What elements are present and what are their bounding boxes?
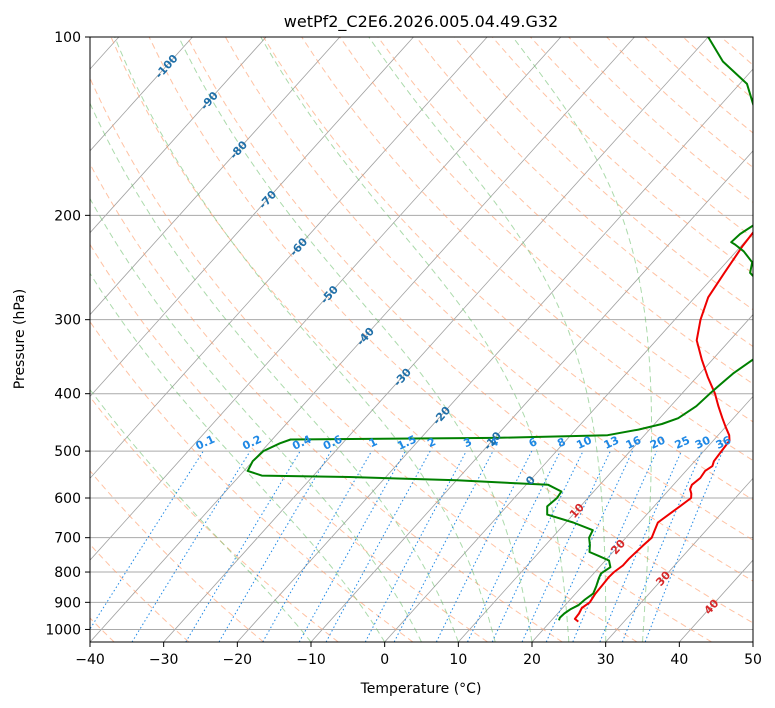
x-tick-label: 20 — [523, 652, 541, 668]
y-tick-label: 400 — [54, 387, 81, 403]
mixing-ratio-label: 10 — [574, 433, 594, 451]
isotherm-line — [458, 313, 753, 642]
dry-adiabat-line — [90, 243, 488, 642]
mixing-ratio-line — [298, 450, 406, 642]
isotherm-line — [90, 37, 488, 479]
y-tick-label: 300 — [54, 313, 81, 329]
dewpoint-profile-line — [246, 37, 753, 621]
isotherm-line — [90, 37, 193, 152]
line-labels: 0.1 0.2 0.4 0.6 1 1.5 2 3 4 6 8 10 13 16 20 25 30 36-100-… — [153, 52, 734, 617]
y-axis-ticks: 100 200 300 400 500 600 700 800 900 1000 — [45, 30, 90, 638]
isotherm-line — [237, 68, 753, 642]
y-tick-label: 900 — [54, 595, 81, 611]
dry-adiabat-line — [90, 396, 339, 642]
y-tick-label: 500 — [54, 444, 81, 460]
mixing-ratio-line — [364, 450, 467, 642]
dry-adiabat-line — [90, 162, 563, 642]
mixing-ratio-label: 25 — [673, 434, 692, 452]
dry-adiabat-line — [148, 37, 753, 624]
mixing-ratio-line — [435, 450, 533, 642]
x-tick-label: −10 — [296, 652, 326, 668]
mixing-ratio-line — [325, 450, 431, 642]
moist-adiabat-line — [368, 37, 607, 642]
y-tick-label: 100 — [54, 30, 81, 46]
mixing-ratio-line — [131, 450, 251, 642]
dry-adiabat-line — [90, 543, 190, 642]
x-tick-label: −40 — [75, 652, 105, 668]
isotherm-line — [90, 37, 562, 561]
isotherm-line — [90, 37, 341, 316]
temperature-profile-line — [573, 230, 753, 623]
mixing-ratio-line — [599, 450, 682, 642]
y-tick-label: 600 — [54, 491, 81, 507]
plot-frame — [89, 36, 754, 643]
moist-adiabats — [90, 37, 653, 642]
sounding-series — [246, 37, 753, 623]
moist-adiabat-line — [178, 37, 533, 642]
moist-adiabat-line — [512, 37, 653, 642]
mixing-ratio-line — [90, 450, 204, 630]
x-tick-label: 0 — [380, 652, 389, 668]
x-tick-label: −20 — [223, 652, 253, 668]
isotherm-line — [310, 150, 753, 642]
mixing-ratio-line — [621, 450, 703, 642]
mixing-ratio-line — [572, 450, 658, 642]
chart-title: wetPf2_C2E6.2026.005.04.49.G32 — [284, 12, 558, 32]
isotherm-line — [90, 37, 267, 234]
dry-adiabats — [90, 37, 753, 642]
mixing-ratio-label: 30 — [693, 433, 713, 451]
x-tick-label: 40 — [670, 652, 688, 668]
plot-area: 0.1 0.2 0.4 0.6 1 1.5 2 3 4 6 8 10 13 16 20 25 30 36-100-… — [90, 37, 753, 642]
y-axis-label: Pressure (hPa) — [12, 289, 28, 389]
mixing-ratio-label: 36 — [714, 433, 734, 451]
moist-adiabat-line — [90, 388, 312, 642]
dry-adiabat-line — [110, 37, 712, 642]
dry-adiabat-line — [90, 470, 264, 642]
isotherm-line — [605, 477, 753, 642]
isotherm-line — [384, 232, 753, 642]
y-tick-label: 700 — [54, 531, 81, 547]
x-tick-label: 30 — [597, 652, 615, 668]
isotherm-line — [90, 37, 414, 398]
isotherm-line — [531, 395, 753, 642]
dry-adiabat-line — [415, 37, 753, 348]
mixing-ratio-label: 13 — [602, 434, 621, 452]
mixing-ratio-line — [545, 450, 633, 642]
y-tick-label: 800 — [54, 565, 81, 581]
dry-adiabat-line — [90, 320, 414, 642]
y-tick-label: 200 — [54, 208, 81, 224]
dry-adiabat-line — [377, 37, 753, 385]
x-axis-ticks: −40 −30 −20 −10 0 10 20 30 40 50 — [75, 642, 762, 668]
x-axis-label: Temperature (°C) — [360, 681, 482, 697]
mixing-ratio-line — [644, 450, 724, 642]
dry-adiabat-line — [453, 37, 753, 311]
mixing-ratio-label: 20 — [648, 433, 668, 451]
x-tick-label: −30 — [149, 652, 179, 668]
mixing-ratio-label: 16 — [624, 433, 644, 451]
x-tick-label: 10 — [449, 652, 467, 668]
y-tick-label: 1000 — [45, 622, 81, 638]
x-tick-label: 50 — [744, 652, 762, 668]
isotherm-lines — [90, 37, 753, 642]
isotherm-line — [163, 37, 709, 642]
moist-adiabat-line — [90, 272, 386, 642]
moist-adiabat-line — [260, 37, 570, 642]
moist-adiabat-line — [90, 102, 459, 642]
mixing-ratio-lines — [90, 450, 724, 642]
moist-adiabat-line — [114, 37, 496, 642]
isotherm-line — [90, 37, 635, 642]
